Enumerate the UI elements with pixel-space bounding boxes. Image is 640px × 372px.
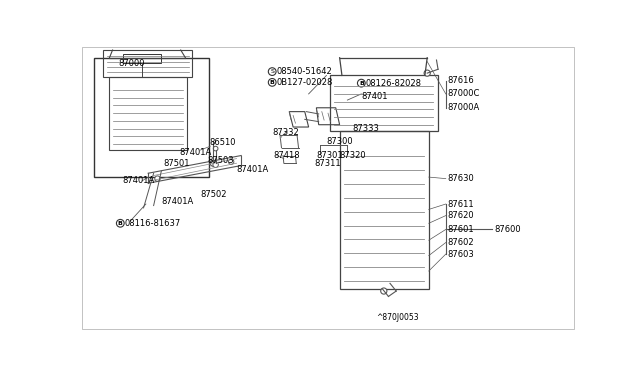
Text: S: S <box>270 69 274 74</box>
Text: 87503: 87503 <box>208 155 234 165</box>
Circle shape <box>268 78 276 86</box>
Text: B: B <box>359 81 364 86</box>
Bar <box>109 77 187 150</box>
Text: ^870J0053: ^870J0053 <box>376 313 419 322</box>
Text: 86510: 86510 <box>209 138 236 147</box>
Text: 08116-81637: 08116-81637 <box>125 219 181 228</box>
Text: 87332: 87332 <box>272 128 299 137</box>
Text: 87311: 87311 <box>314 159 340 168</box>
Text: 08540-51642: 08540-51642 <box>277 67 333 76</box>
Text: 87300: 87300 <box>326 137 353 146</box>
Text: 87320: 87320 <box>340 151 366 160</box>
Text: 87501: 87501 <box>163 159 189 168</box>
Circle shape <box>424 70 430 76</box>
Text: 87418: 87418 <box>274 151 300 160</box>
Text: 87502: 87502 <box>200 189 227 199</box>
Bar <box>103 50 193 77</box>
Text: 87401A: 87401A <box>179 148 211 157</box>
Text: 87630: 87630 <box>447 174 474 183</box>
Bar <box>340 131 429 289</box>
Text: B: B <box>270 80 275 85</box>
Circle shape <box>358 79 365 87</box>
Text: 87603: 87603 <box>447 250 474 259</box>
Circle shape <box>213 146 218 151</box>
Text: 87333: 87333 <box>353 124 380 133</box>
Text: 87401A: 87401A <box>123 176 155 185</box>
Text: 87401A: 87401A <box>237 165 269 174</box>
Text: B: B <box>118 221 123 226</box>
Circle shape <box>210 160 216 166</box>
Text: 87601: 87601 <box>447 225 474 234</box>
Bar <box>123 54 161 63</box>
Text: 87301: 87301 <box>316 151 343 160</box>
Text: 0B127-02028: 0B127-02028 <box>277 78 333 87</box>
Circle shape <box>116 219 124 227</box>
Text: 87602: 87602 <box>447 238 474 247</box>
Text: 08126-82028: 08126-82028 <box>366 78 422 88</box>
Text: 87000: 87000 <box>119 59 145 68</box>
Text: 87000A: 87000A <box>447 103 479 112</box>
Text: 87620: 87620 <box>447 211 474 220</box>
Circle shape <box>213 162 218 167</box>
Text: 87401A: 87401A <box>161 197 194 206</box>
Circle shape <box>381 288 387 294</box>
Text: 87616: 87616 <box>447 76 474 85</box>
Text: 87000C: 87000C <box>447 89 480 99</box>
Circle shape <box>155 176 160 181</box>
Bar <box>330 76 438 131</box>
Bar <box>94 58 209 177</box>
Text: 87600: 87600 <box>495 225 521 234</box>
Text: 87611: 87611 <box>447 199 474 209</box>
Text: 87401: 87401 <box>362 92 388 101</box>
Circle shape <box>228 159 234 164</box>
Circle shape <box>268 68 276 76</box>
